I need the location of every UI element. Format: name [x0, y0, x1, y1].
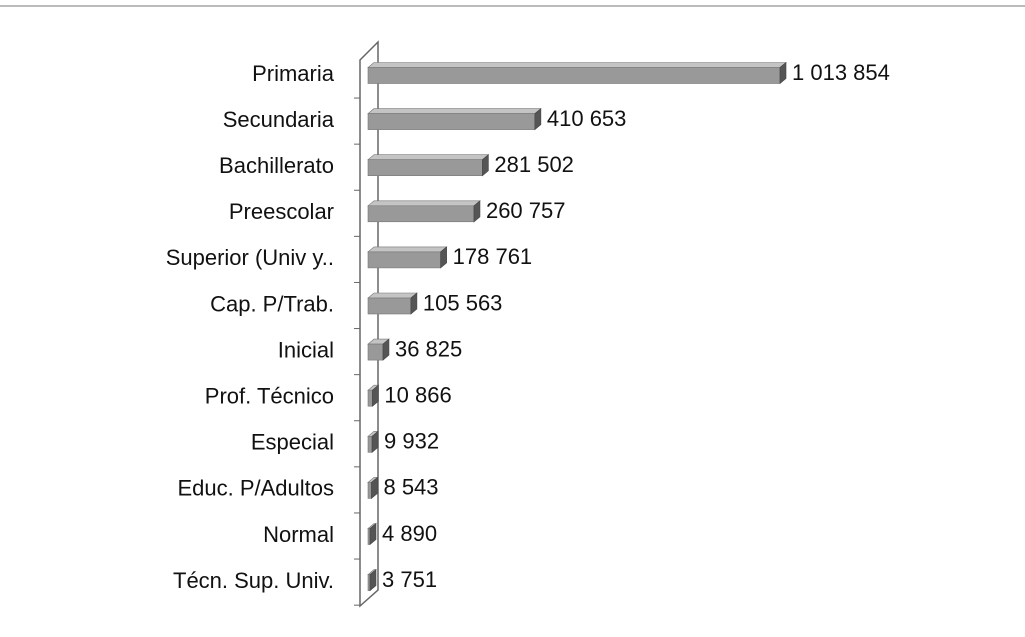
value-label: 178 761 [453, 244, 533, 269]
bar-front [367, 205, 475, 223]
bar-front [367, 435, 373, 453]
bar [367, 338, 390, 361]
category-label: Preescolar [229, 199, 334, 224]
bar-end [440, 246, 447, 269]
bar [367, 200, 481, 223]
bar-end [534, 107, 542, 131]
bar-end [372, 384, 379, 407]
bar-end [410, 292, 418, 315]
bar-top [367, 246, 448, 253]
bar-front [367, 159, 483, 176]
value-label: 9 932 [384, 429, 439, 454]
value-label: 410 653 [547, 106, 627, 131]
bar-end [482, 154, 489, 177]
category-label: Inicial [278, 337, 334, 362]
bar [367, 61, 787, 85]
bar-end [382, 338, 390, 361]
bar [367, 154, 490, 177]
bar-end [371, 430, 379, 453]
bar-top [367, 62, 787, 68]
category-label: Primaria [252, 61, 335, 86]
value-label: 281 502 [494, 152, 574, 177]
bar-front [367, 343, 384, 361]
bar [367, 568, 377, 592]
value-label: 260 757 [486, 198, 566, 223]
bar-front [367, 251, 441, 269]
category-label: Educ. P/Adultos [177, 476, 334, 501]
bar-end [779, 61, 787, 85]
value-label: 4 890 [382, 521, 437, 546]
value-label: 36 825 [395, 336, 462, 361]
value-label: 1 013 854 [792, 60, 890, 85]
bar-front [367, 297, 412, 315]
value-label: 3 751 [382, 567, 437, 592]
bar-end [473, 200, 481, 223]
bar-top [367, 154, 490, 160]
bar [367, 384, 380, 407]
bar-top [367, 292, 418, 299]
bar-front [367, 482, 372, 499]
bar-front [367, 113, 536, 130]
bar [367, 430, 379, 453]
value-label: 10 866 [384, 383, 451, 408]
category-label: Técn. Sup. Univ. [173, 568, 334, 593]
bar-top [367, 108, 542, 114]
category-label: Normal [263, 522, 334, 547]
value-label: 105 563 [423, 290, 503, 315]
bar-top [367, 200, 481, 207]
category-label: Cap. P/Trab. [210, 291, 334, 316]
bar [367, 476, 379, 500]
bar-end [369, 568, 377, 592]
bar [367, 522, 377, 546]
axis-wall [359, 40, 379, 608]
category-label: Prof. Técnico [205, 384, 334, 409]
bar-end [369, 522, 377, 546]
bar [367, 107, 542, 131]
bar [367, 292, 418, 315]
bar-front [367, 389, 373, 407]
bar [367, 246, 448, 269]
category-label: Bachillerato [219, 153, 334, 178]
bar-end [371, 476, 378, 500]
category-label: Especial [251, 430, 334, 455]
category-label: Secundaria [223, 107, 335, 132]
category-label: Superior (Univ y.. [166, 245, 334, 270]
value-label: 8 543 [383, 475, 438, 500]
bar-front [367, 67, 781, 84]
